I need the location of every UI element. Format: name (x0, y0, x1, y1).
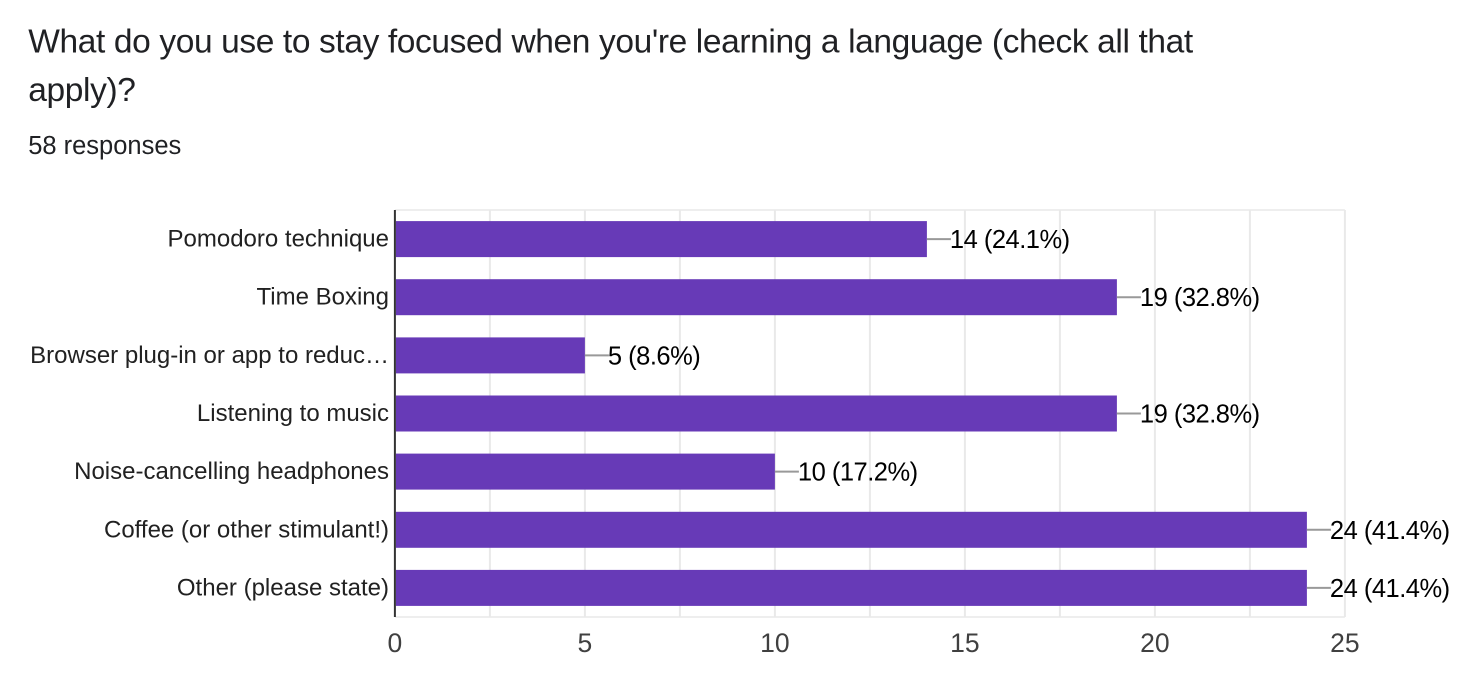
svg-text:Pomodoro technique: Pomodoro technique (168, 226, 389, 253)
svg-text:apply)?: apply)? (28, 72, 135, 109)
svg-text:24 (41.4%): 24 (41.4%) (1330, 517, 1450, 545)
svg-text:25: 25 (1330, 628, 1359, 658)
svg-text:14 (24.1%): 14 (24.1%) (950, 226, 1070, 254)
svg-text:Listening to music: Listening to music (197, 400, 389, 427)
svg-text:19 (32.8%): 19 (32.8%) (1140, 401, 1260, 429)
svg-text:24 (41.4%): 24 (41.4%) (1330, 575, 1450, 603)
svg-text:10: 10 (760, 628, 789, 658)
svg-text:0: 0 (388, 628, 403, 658)
svg-text:5: 5 (578, 628, 593, 658)
svg-text:Browser plug-in or app to redu: Browser plug-in or app to reduc… (30, 342, 389, 369)
svg-text:20: 20 (1140, 628, 1169, 658)
svg-text:Other (please state): Other (please state) (177, 574, 389, 601)
svg-text:58 responses: 58 responses (28, 132, 181, 160)
svg-text:15: 15 (950, 628, 979, 658)
svg-text:Time Boxing: Time Boxing (257, 284, 390, 311)
svg-text:10 (17.2%): 10 (17.2%) (798, 459, 918, 487)
svg-text:19 (32.8%): 19 (32.8%) (1140, 284, 1260, 312)
svg-text:What do you use to stay focuse: What do you use to stay focused when you… (28, 24, 1194, 61)
svg-text:Noise-cancelling headphones: Noise-cancelling headphones (74, 458, 389, 485)
svg-text:5 (8.6%): 5 (8.6%) (608, 342, 700, 370)
svg-text:Coffee (or other stimulant!): Coffee (or other stimulant!) (104, 516, 389, 543)
